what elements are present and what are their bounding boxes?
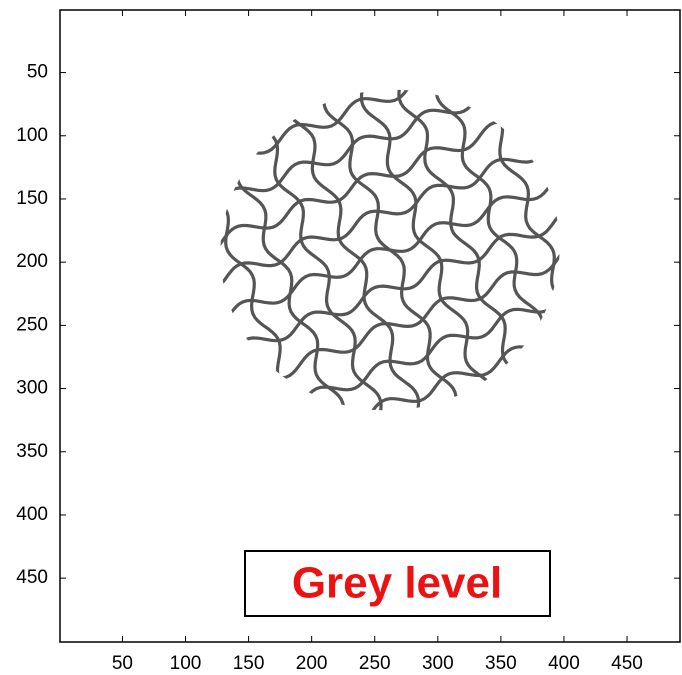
mesh-line <box>475 0 643 385</box>
chart: Grey level 50 100 150 200 250 300 350 400 450 50 1… <box>0 0 682 675</box>
mesh-line <box>264 370 677 528</box>
y-tick-label: 350 <box>16 441 48 462</box>
mesh-line <box>411 3 569 416</box>
annotation: Grey level <box>292 559 502 608</box>
mesh-line <box>137 115 305 522</box>
y-tick-label: 300 <box>16 378 48 399</box>
x-tick-label: 450 <box>611 653 643 674</box>
mesh-line <box>44 153 208 562</box>
x-tick-label: 200 <box>296 653 328 674</box>
mesh-line <box>103 0 516 130</box>
mesh-line <box>71 142 245 546</box>
y-tick-label: 200 <box>16 251 48 272</box>
mesh-line <box>89 0 501 93</box>
image-content <box>12 0 682 639</box>
x-tick-label: 400 <box>548 653 580 674</box>
x-tick-label: 100 <box>170 653 202 674</box>
x-tick-label: 50 <box>112 653 133 674</box>
x-tick-label: 300 <box>422 653 454 674</box>
y-tick-label: 400 <box>16 504 48 525</box>
x-tick-label: 250 <box>359 653 391 674</box>
mesh-line <box>211 84 369 497</box>
y-tick-label: 250 <box>16 314 48 335</box>
axes-box <box>60 10 680 642</box>
y-tick-label: 100 <box>16 125 48 146</box>
mesh-line <box>279 407 682 565</box>
mesh-line <box>447 0 606 401</box>
mesh-line <box>503 0 679 370</box>
x-tick-label: 150 <box>233 653 265 674</box>
mesh-line <box>535 0 682 358</box>
y-tick-label: 450 <box>16 567 48 588</box>
mesh-line <box>572 0 682 348</box>
mesh-line <box>170 134 581 294</box>
mesh-line <box>302 48 479 451</box>
y-tick-label: 150 <box>16 188 48 209</box>
mesh-line <box>66 0 470 36</box>
mesh-line <box>610 0 682 335</box>
mesh-line <box>119 5 528 168</box>
mesh-line <box>199 206 610 366</box>
x-tick-label: 350 <box>485 653 517 674</box>
y-tick-label: 50 <box>27 62 48 83</box>
mesh-line <box>252 333 661 496</box>
